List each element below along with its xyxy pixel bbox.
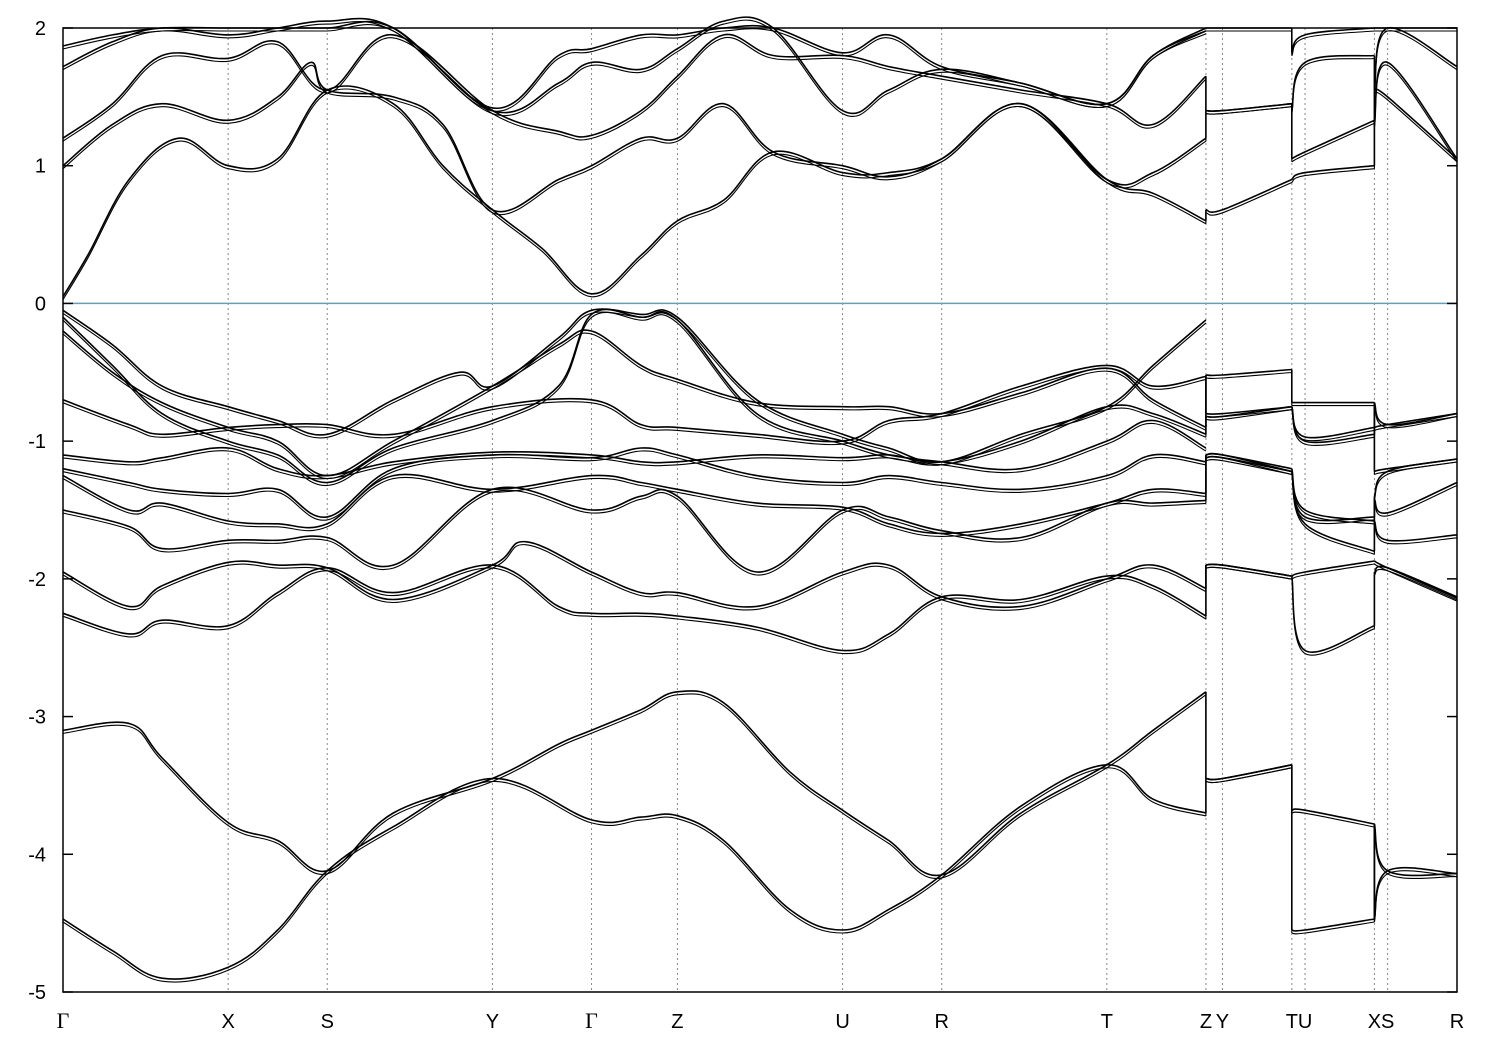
band-line-7 xyxy=(62,447,1458,522)
x-tick-label: X xyxy=(221,1011,234,1033)
plot-frame xyxy=(62,27,1458,993)
x-tick-label: R xyxy=(1450,1011,1464,1033)
y-axis: 2 1 0 -1 -2 -3 -4 -5 xyxy=(28,18,1457,1004)
x-tick-label: Γ xyxy=(57,1008,70,1033)
x-tick-label: Γ xyxy=(585,1008,598,1033)
x-tick-label: Y xyxy=(486,1011,499,1033)
x-tick-label: U xyxy=(1298,1011,1312,1033)
y-tick-label: 1 xyxy=(35,156,46,178)
band-line-17-pair xyxy=(62,24,1207,112)
x-tick-label: Z xyxy=(1200,1011,1212,1033)
band-line-13-pair xyxy=(62,88,1458,300)
y-tick-label: 0 xyxy=(35,293,46,315)
x-tick-label: S xyxy=(1381,1011,1394,1033)
x-tick-label: U xyxy=(835,1011,849,1033)
band-line-12-pair xyxy=(62,311,1207,487)
x-tick-label: X xyxy=(1368,1011,1381,1033)
y-tick-label: -4 xyxy=(28,844,46,866)
x-tick-label: R xyxy=(934,1011,948,1033)
y-tick-label: -1 xyxy=(28,431,46,453)
x-tick-label: Y xyxy=(1216,1011,1229,1033)
band-line-11-pair xyxy=(62,311,1207,466)
band-line-7-pair xyxy=(62,450,1458,525)
x-tick-label: S xyxy=(321,1011,334,1033)
x-tick-label: Z xyxy=(671,1011,683,1033)
y-tick-label: -2 xyxy=(28,569,46,591)
y-tick-label: -3 xyxy=(28,707,46,729)
x-tick-label: T xyxy=(1101,1011,1113,1033)
band-line-15-pair xyxy=(62,30,1458,142)
band-line-2-pair xyxy=(62,693,1458,935)
bands xyxy=(62,16,1458,983)
band-line-12 xyxy=(62,308,1207,484)
band-line-10-pair xyxy=(62,332,1458,480)
band-line-4-pair xyxy=(62,544,1458,611)
y-tick-label: -5 xyxy=(28,982,46,1004)
x-tick-label: T xyxy=(1286,1011,1298,1033)
y-tick-label: 2 xyxy=(35,18,46,40)
band-line-11 xyxy=(62,308,1207,463)
